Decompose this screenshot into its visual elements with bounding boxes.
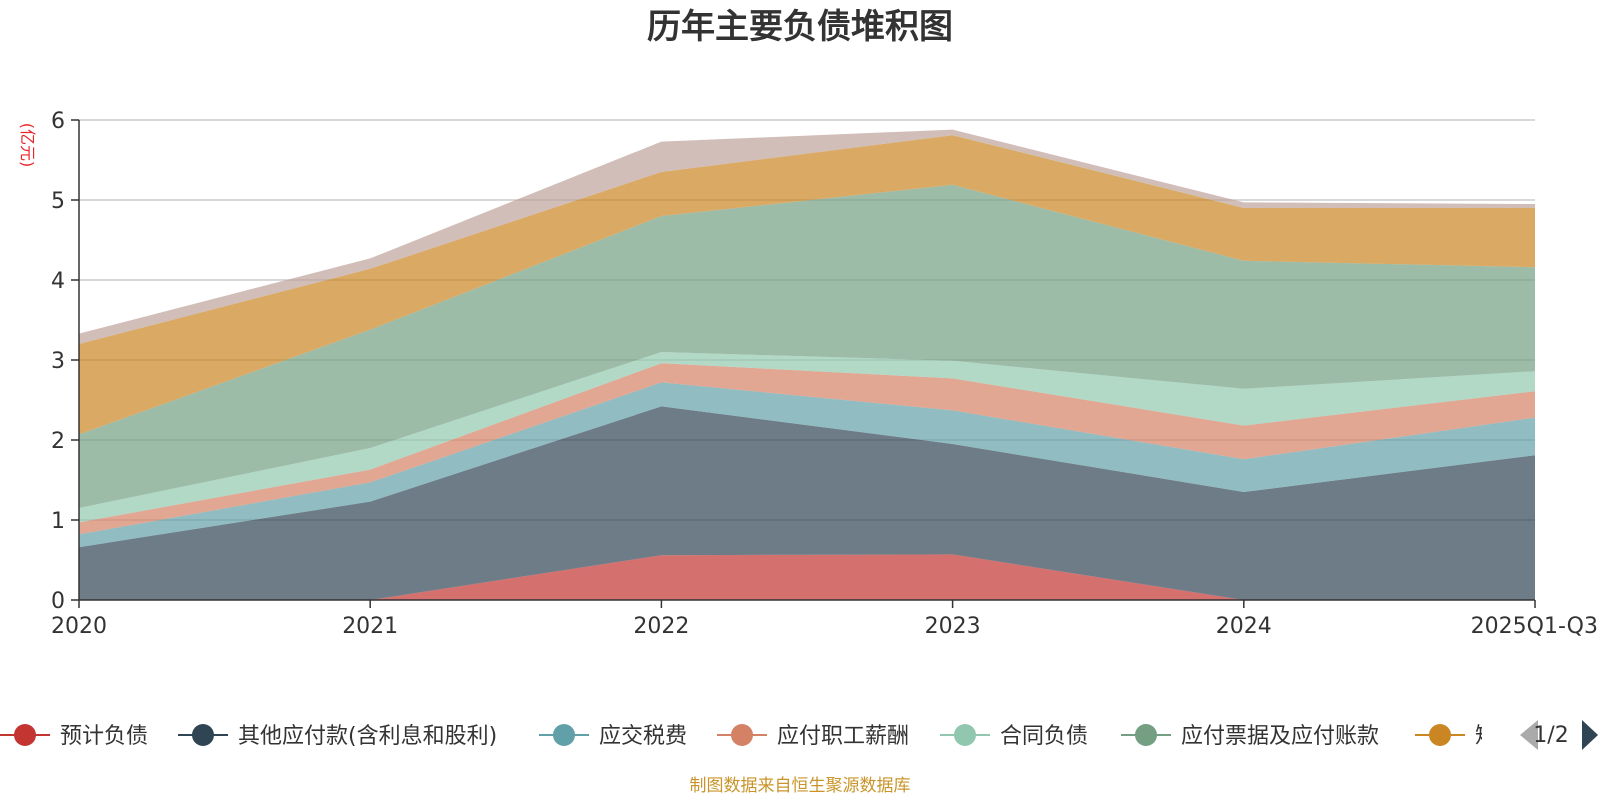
area-应交税费 [79, 382, 1535, 548]
y-tick-label: 2 [51, 429, 65, 454]
legend-label: 预计负债 [60, 724, 148, 749]
area-短期借款 [79, 135, 1535, 435]
legend-next-page-icon[interactable] [1582, 720, 1598, 750]
y-axis-ticks: 0 1 2 3 4 5 6 [51, 109, 79, 614]
legend-page-indicator: 1/2 [1533, 723, 1568, 748]
y-tick-label: 3 [51, 349, 65, 374]
legend-marker-icon [14, 724, 36, 746]
area-合同负债 [79, 352, 1535, 523]
legend-label: 应付票据及应付账款 [1181, 724, 1379, 749]
legend: 预计负债 其他应付款(含利息和股利) 应交税费 应付职工薪酬 合同负债 应付票据及应付账款… [0, 724, 1497, 749]
legend-marker-icon [553, 724, 575, 746]
area-应付职工薪酬 [79, 363, 1535, 535]
y-tick-label: 5 [51, 189, 65, 214]
x-tick-label: 2025Q1-Q3 [1471, 614, 1598, 639]
legend-label: 应付职工薪酬 [777, 724, 909, 749]
legend-item[interactable]: 应付职工薪酬 [717, 724, 909, 749]
legend-item[interactable]: 其他应付款(含利息和股利) [178, 724, 497, 749]
legend-item[interactable]: 合同负债 [940, 724, 1088, 749]
legend-items: 预计负债 其他应付款(含利息和股利) 应交税费 应付职工薪酬 合同负债 应付票据及应付账款… [0, 724, 1497, 749]
legend-item[interactable]: 应付票据及应付账款 [1121, 724, 1379, 749]
x-tick-label: 2021 [342, 614, 398, 639]
legend-pager: 1/2 [1520, 720, 1598, 750]
y-axis-unit: (亿元) [18, 123, 37, 168]
x-tick-label: 2022 [633, 614, 689, 639]
source-note: 制图数据来自恒生聚源数据库 [690, 776, 911, 796]
x-tick-label: 2020 [51, 614, 107, 639]
x-axis-ticks: 2020 2021 2022 2023 2024 2025Q1-Q3 [51, 600, 1598, 639]
legend-marker-icon [192, 724, 214, 746]
chart-title: 历年主要负债堆积图 [647, 7, 953, 47]
area-预计负债 [79, 554, 1535, 600]
x-tick-label: 2023 [925, 614, 981, 639]
stacked-areas [79, 129, 1535, 600]
y-tick-label: 1 [51, 509, 65, 534]
legend-marker-icon [954, 724, 976, 746]
area-其他应付款(含利息和股利) [79, 406, 1535, 600]
legend-label: 其他应付款(含利息和股利) [238, 724, 497, 749]
y-tick-label: 4 [51, 269, 65, 294]
legend-item[interactable]: 短 [1415, 724, 1497, 749]
legend-prev-page-icon[interactable] [1520, 720, 1538, 750]
legend-marker-icon [731, 724, 753, 746]
legend-marker-icon [1135, 724, 1157, 746]
legend-item[interactable]: 预计负债 [0, 724, 148, 749]
legend-marker-icon [1429, 724, 1451, 746]
area-应付票据及应付账款 [79, 184, 1535, 509]
legend-label: 短 [1475, 724, 1497, 749]
legend-label: 合同负债 [1000, 724, 1088, 749]
y-tick-label: 6 [51, 109, 65, 134]
y-tick-label: 0 [51, 589, 65, 614]
legend-label: 应交税费 [599, 724, 687, 749]
legend-item[interactable]: 应交税费 [539, 724, 687, 749]
x-tick-label: 2024 [1216, 614, 1272, 639]
